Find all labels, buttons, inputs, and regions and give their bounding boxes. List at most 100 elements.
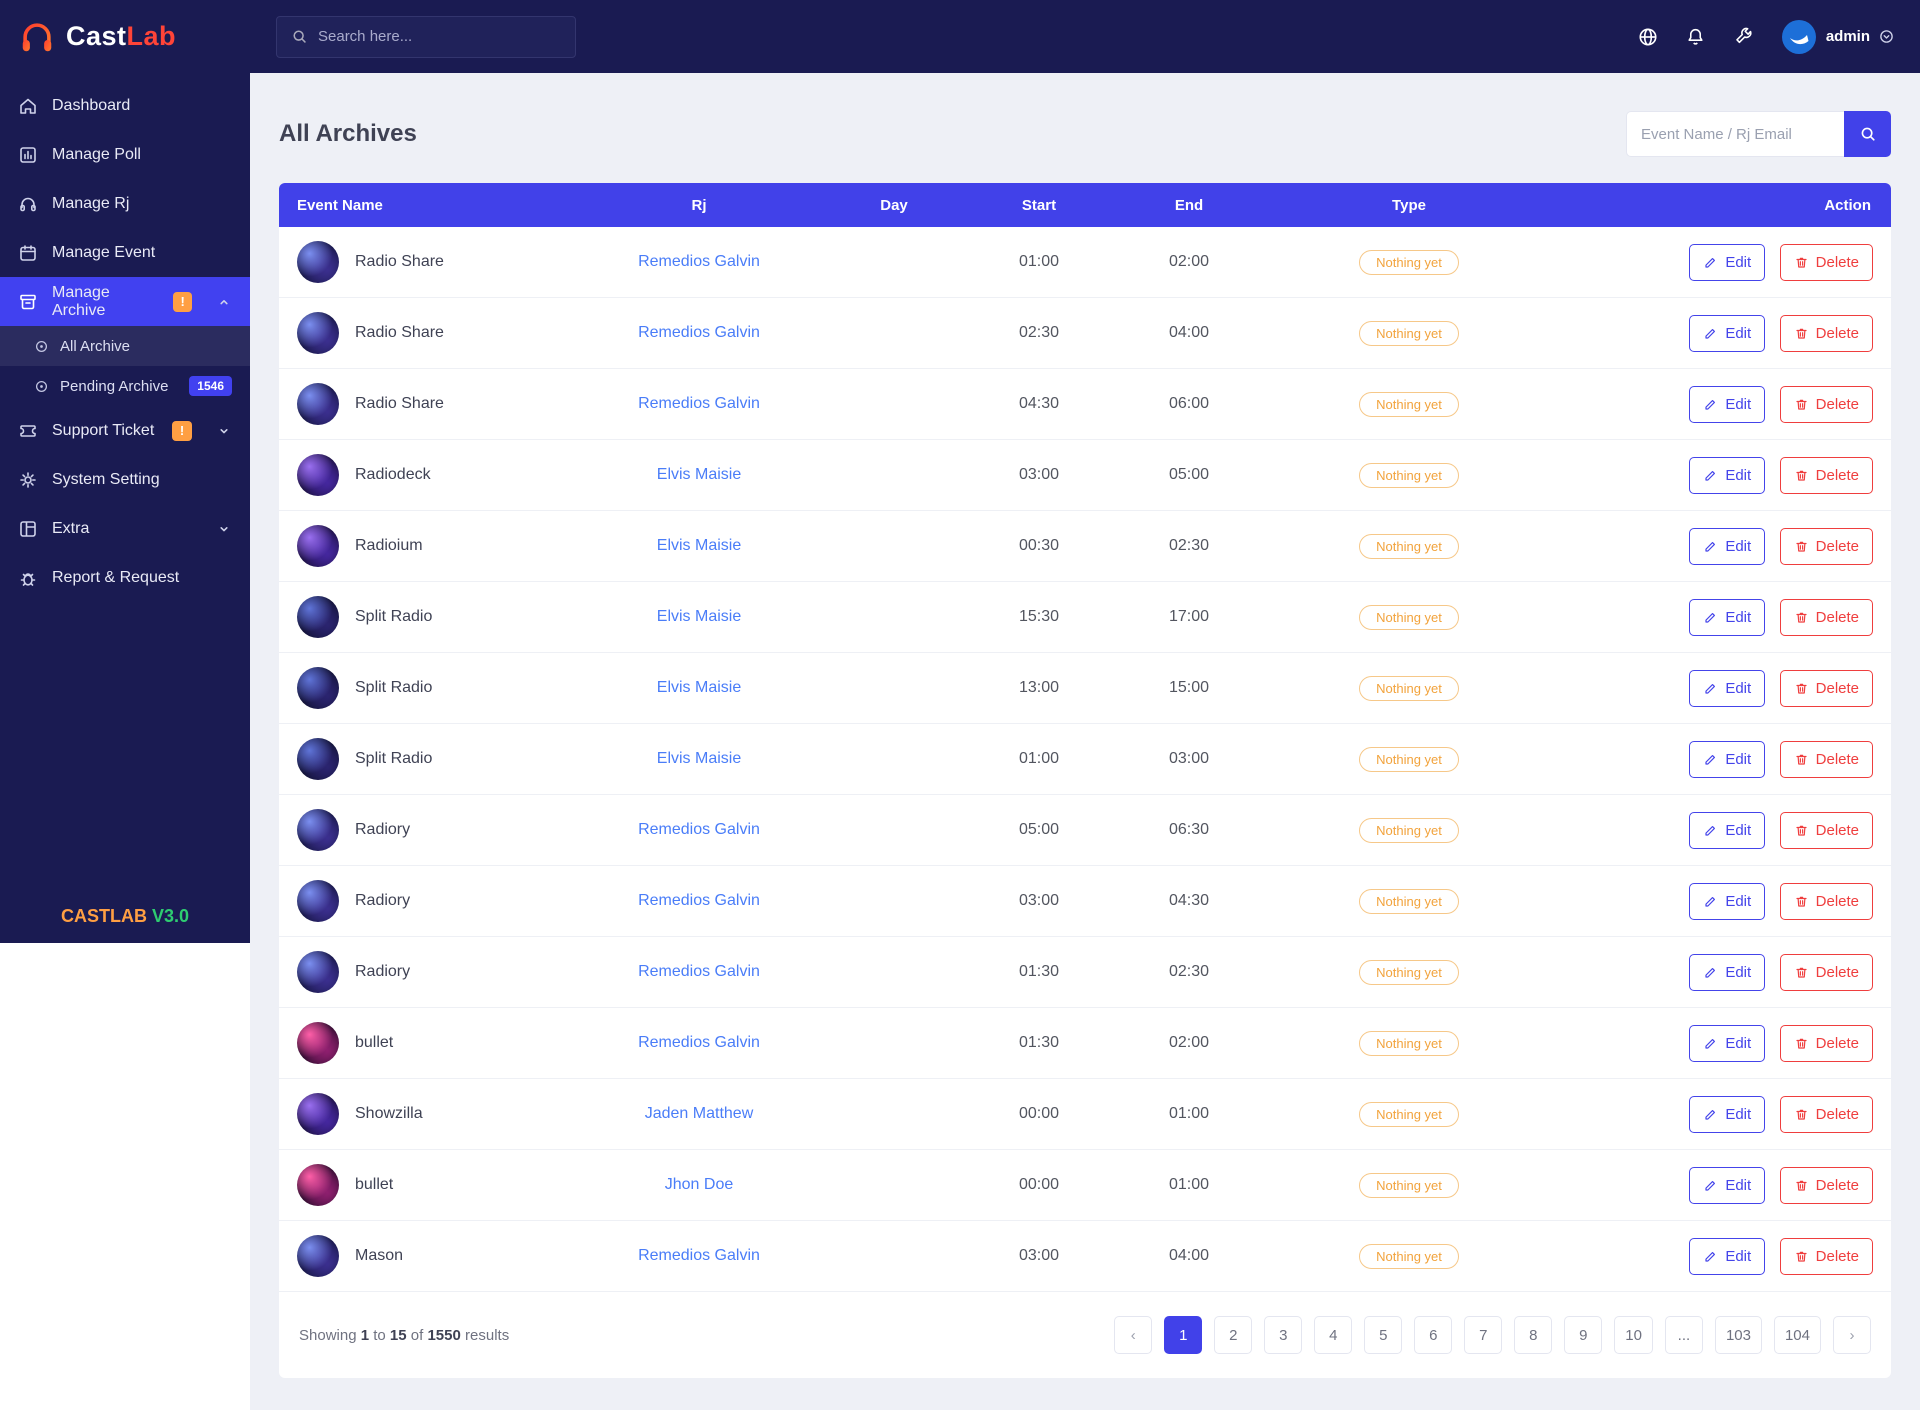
sidebar-item-manage-event[interactable]: Manage Event xyxy=(0,228,250,277)
delete-button[interactable]: Delete xyxy=(1779,1237,1873,1275)
rj-link[interactable]: Remedios Galvin xyxy=(638,821,760,838)
edit-button[interactable]: Edit xyxy=(1689,669,1766,707)
edit-button[interactable]: Edit xyxy=(1689,456,1766,494)
edit-button[interactable]: Edit xyxy=(1689,1024,1766,1062)
rj-link[interactable]: Jhon Doe xyxy=(664,1176,734,1193)
topbar-actions: admin xyxy=(1637,19,1894,55)
end-time: 05:00 xyxy=(1168,466,1210,483)
sidebar-item-manage-rj[interactable]: Manage Rj xyxy=(0,179,250,228)
rj-link[interactable]: Remedios Galvin xyxy=(638,892,760,909)
global-search-input[interactable] xyxy=(318,28,561,45)
sidebar-item-extra[interactable]: Extra xyxy=(0,504,250,553)
pagination-page-2[interactable]: 2 xyxy=(1214,1316,1253,1354)
event-name: bullet xyxy=(355,1176,394,1193)
rj-link[interactable]: Remedios Galvin xyxy=(638,253,760,270)
edit-button[interactable]: Edit xyxy=(1689,314,1766,352)
user-menu[interactable]: admin xyxy=(1781,19,1894,55)
edit-button[interactable]: Edit xyxy=(1689,953,1766,991)
edit-button[interactable]: Edit xyxy=(1689,1237,1766,1275)
delete-button[interactable]: Delete xyxy=(1779,456,1873,494)
pagination-next[interactable]: › xyxy=(1833,1316,1871,1354)
filter-search-button[interactable] xyxy=(1844,111,1891,157)
delete-button[interactable]: Delete xyxy=(1779,1024,1873,1062)
edit-button[interactable]: Edit xyxy=(1689,385,1766,423)
delete-button[interactable]: Delete xyxy=(1779,882,1873,920)
rj-link[interactable]: Remedios Galvin xyxy=(638,395,760,412)
chevron-down-icon xyxy=(1879,29,1894,44)
sidebar-item-support-ticket[interactable]: Support Ticket ! xyxy=(0,406,250,455)
delete-button[interactable]: Delete xyxy=(1779,669,1873,707)
headphones-logo-icon xyxy=(18,18,56,56)
pagination-prev[interactable]: ‹ xyxy=(1114,1316,1153,1354)
pagination-page-7[interactable]: 7 xyxy=(1464,1316,1503,1354)
filter-input[interactable] xyxy=(1626,111,1844,157)
rj-link[interactable]: Elvis Maisie xyxy=(656,608,742,625)
pagination-page-8[interactable]: 8 xyxy=(1514,1316,1553,1354)
sidebar-item-dashboard[interactable]: Dashboard xyxy=(0,81,250,130)
delete-button[interactable]: Delete xyxy=(1779,243,1873,281)
type-badge: Nothing yet xyxy=(1359,675,1459,701)
delete-button[interactable]: Delete xyxy=(1779,1095,1873,1133)
rj-link[interactable]: Elvis Maisie xyxy=(656,750,742,767)
sidebar-item-manage-archive[interactable]: Manage Archive ! xyxy=(0,277,250,326)
global-search[interactable] xyxy=(276,15,576,58)
start-time: 00:00 xyxy=(1018,1105,1060,1122)
table-footer: Showing 1 to 15 of 1550 results ‹ 1 2 3 4 5 6 7… xyxy=(279,1292,1891,1378)
edit-button[interactable]: Edit xyxy=(1689,243,1766,281)
pagination-page-104[interactable]: 104 xyxy=(1773,1316,1821,1354)
edit-button[interactable]: Edit xyxy=(1689,811,1766,849)
pagination-page-10[interactable]: 10 xyxy=(1614,1316,1653,1354)
delete-button[interactable]: Delete xyxy=(1779,598,1873,636)
rj-link[interactable]: Remedios Galvin xyxy=(638,1247,760,1264)
rj-link[interactable]: Elvis Maisie xyxy=(656,537,742,554)
edit-button[interactable]: Edit xyxy=(1689,527,1766,565)
delete-button[interactable]: Delete xyxy=(1779,740,1873,778)
type-badge: Nothing yet xyxy=(1359,604,1459,630)
sidebar-menu: Dashboard Manage Poll Manage Rj Manage E… xyxy=(0,73,250,602)
start-time: 03:00 xyxy=(1018,892,1060,909)
rj-link[interactable]: Elvis Maisie xyxy=(656,466,742,483)
edit-button[interactable]: Edit xyxy=(1689,882,1766,920)
sidebar-item-report-request[interactable]: Report & Request xyxy=(0,553,250,602)
bell-icon[interactable] xyxy=(1685,26,1707,48)
delete-button[interactable]: Delete xyxy=(1779,314,1873,352)
start-time: 01:30 xyxy=(1018,963,1060,980)
event-name: Radio Share xyxy=(355,395,444,412)
sidebar-item-system-setting[interactable]: System Setting xyxy=(0,455,250,504)
sidebar-item-pending-archive[interactable]: Pending Archive 1546 xyxy=(0,366,250,406)
user-avatar xyxy=(1781,19,1817,55)
rj-link[interactable]: Remedios Galvin xyxy=(638,324,760,341)
pagination-page-1[interactable]: 1 xyxy=(1164,1316,1203,1354)
edit-button[interactable]: Edit xyxy=(1689,1095,1766,1133)
end-time: 15:00 xyxy=(1168,679,1210,696)
pagination-page-5[interactable]: 5 xyxy=(1364,1316,1403,1354)
pagination-page-103[interactable]: 103 xyxy=(1714,1316,1762,1354)
pagination-ellipsis[interactable]: ... xyxy=(1664,1316,1703,1354)
table-row: Radio Share Remedios Galvin 01:00 02:00 … xyxy=(279,227,1891,298)
ticket-icon xyxy=(18,421,38,441)
globe-icon[interactable] xyxy=(1637,26,1659,48)
edit-button[interactable]: Edit xyxy=(1689,740,1766,778)
rj-link[interactable]: Jaden Matthew xyxy=(644,1105,754,1122)
delete-button[interactable]: Delete xyxy=(1779,385,1873,423)
delete-button[interactable]: Delete xyxy=(1779,811,1873,849)
pagination-page-9[interactable]: 9 xyxy=(1564,1316,1603,1354)
delete-button[interactable]: Delete xyxy=(1779,1166,1873,1204)
rj-link[interactable]: Elvis Maisie xyxy=(656,679,742,696)
pagination-page-6[interactable]: 6 xyxy=(1414,1316,1453,1354)
logo[interactable]: CastLab xyxy=(0,0,250,73)
wrench-icon[interactable] xyxy=(1733,26,1755,48)
edit-button[interactable]: Edit xyxy=(1689,598,1766,636)
delete-button[interactable]: Delete xyxy=(1779,953,1873,991)
sidebar-item-manage-poll[interactable]: Manage Poll xyxy=(0,130,250,179)
edit-button[interactable]: Edit xyxy=(1689,1166,1766,1204)
table-row: Radiory Remedios Galvin 03:00 04:30 Noth… xyxy=(279,866,1891,937)
end-time: 06:30 xyxy=(1168,821,1210,838)
sidebar-item-all-archive[interactable]: All Archive xyxy=(0,326,250,366)
pagination-page-3[interactable]: 3 xyxy=(1264,1316,1303,1354)
delete-button[interactable]: Delete xyxy=(1779,527,1873,565)
rj-link[interactable]: Remedios Galvin xyxy=(638,963,760,980)
event-name: Showzilla xyxy=(355,1105,423,1122)
rj-link[interactable]: Remedios Galvin xyxy=(638,1034,760,1051)
pagination-page-4[interactable]: 4 xyxy=(1314,1316,1353,1354)
